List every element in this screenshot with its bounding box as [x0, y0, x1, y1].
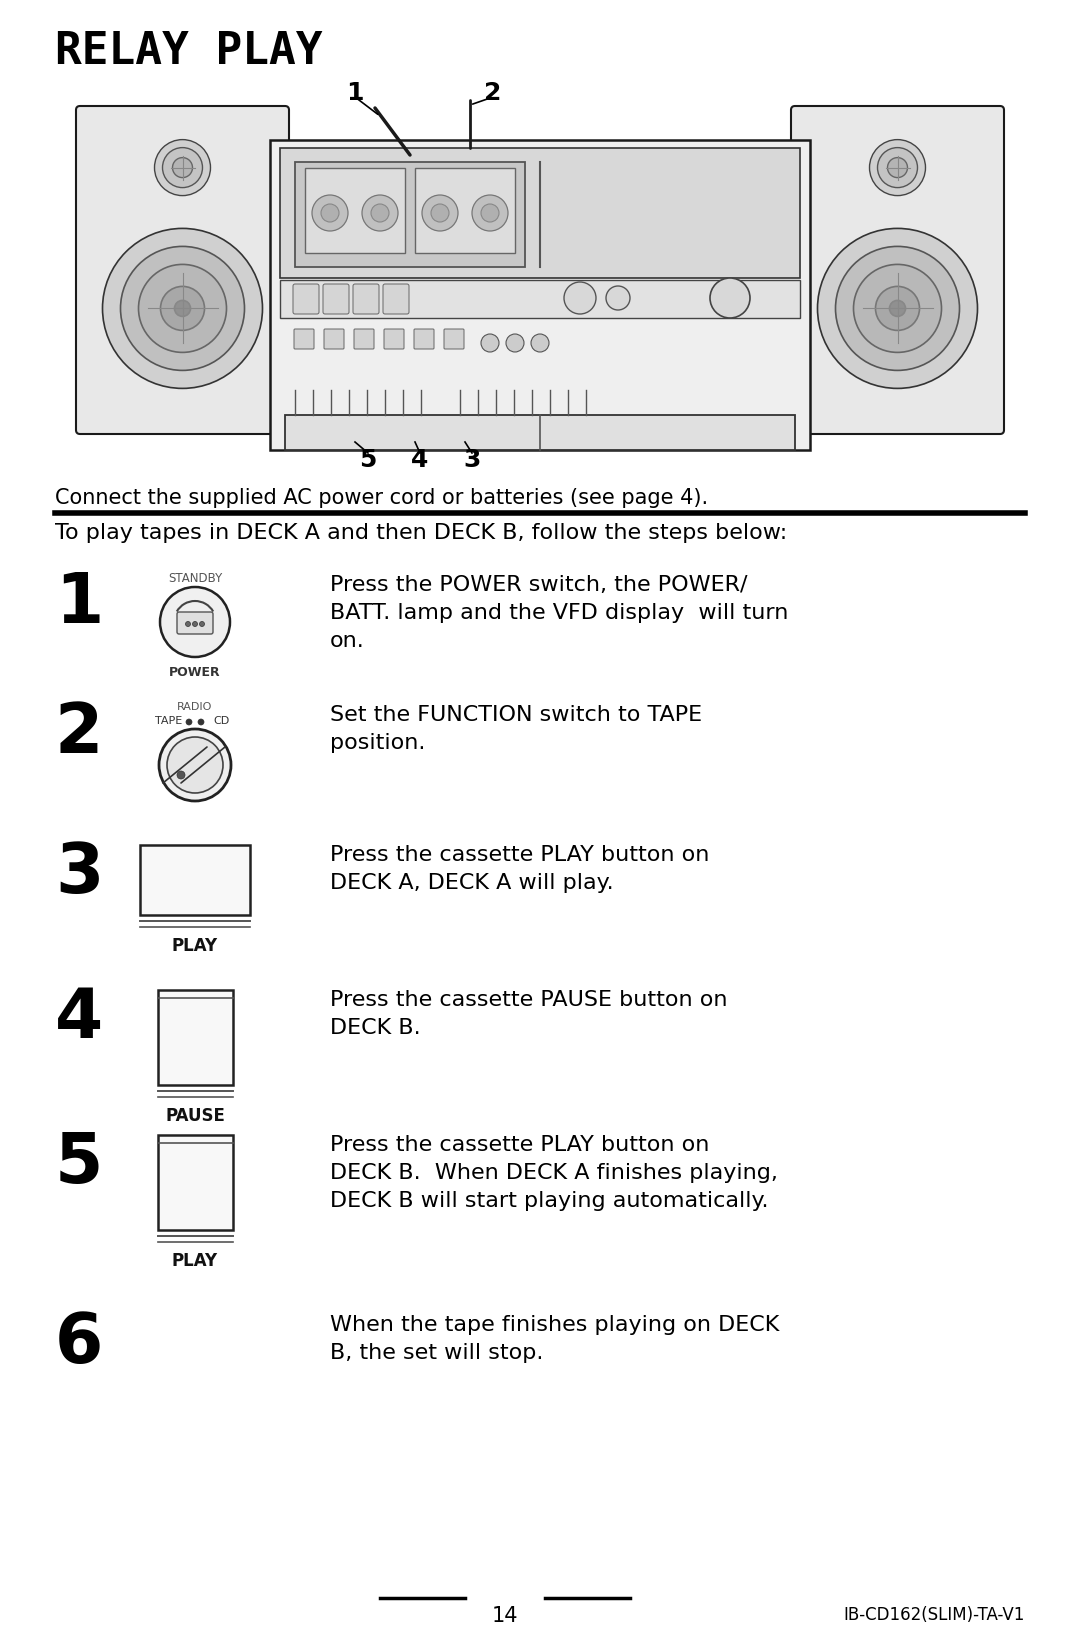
Circle shape	[154, 140, 211, 196]
Circle shape	[175, 301, 190, 316]
Text: 5: 5	[55, 1129, 104, 1197]
Circle shape	[121, 247, 244, 370]
Circle shape	[422, 196, 458, 232]
Circle shape	[876, 286, 919, 330]
FancyBboxPatch shape	[293, 284, 319, 314]
Text: IB-CD162(SLIM)-TA-V1: IB-CD162(SLIM)-TA-V1	[843, 1606, 1025, 1624]
Text: POWER: POWER	[170, 666, 220, 679]
Circle shape	[853, 265, 942, 352]
Circle shape	[481, 204, 499, 222]
FancyBboxPatch shape	[140, 845, 249, 916]
Circle shape	[472, 196, 508, 232]
Circle shape	[103, 229, 262, 388]
FancyBboxPatch shape	[444, 329, 464, 349]
FancyBboxPatch shape	[384, 329, 404, 349]
Circle shape	[362, 196, 399, 232]
Circle shape	[531, 334, 549, 352]
Circle shape	[161, 286, 204, 330]
Circle shape	[818, 229, 977, 388]
Text: 5: 5	[360, 449, 377, 472]
Text: Set the FUNCTION switch to TAPE
position.: Set the FUNCTION switch to TAPE position…	[330, 705, 702, 753]
Text: PLAY: PLAY	[172, 1253, 218, 1271]
FancyBboxPatch shape	[280, 279, 800, 317]
Text: 2: 2	[55, 700, 104, 768]
Circle shape	[836, 247, 959, 370]
Circle shape	[321, 204, 339, 222]
Ellipse shape	[167, 737, 222, 792]
Circle shape	[710, 278, 750, 317]
Circle shape	[372, 204, 389, 222]
Text: Press the cassette PAUSE button on
DECK B.: Press the cassette PAUSE button on DECK …	[330, 990, 728, 1037]
Text: Press the cassette PLAY button on
DECK A, DECK A will play.: Press the cassette PLAY button on DECK A…	[330, 845, 710, 893]
Text: Press the POWER switch, the POWER/
BATT. lamp and the VFD display  will turn
on.: Press the POWER switch, the POWER/ BATT.…	[330, 575, 788, 651]
Circle shape	[186, 718, 192, 725]
Text: RADIO: RADIO	[177, 702, 213, 712]
Circle shape	[198, 718, 204, 725]
Circle shape	[564, 283, 596, 314]
FancyBboxPatch shape	[177, 612, 213, 635]
Circle shape	[160, 587, 230, 658]
Text: STANDBY: STANDBY	[167, 572, 222, 585]
Circle shape	[888, 158, 907, 178]
Text: RELAY PLAY: RELAY PLAY	[55, 30, 323, 72]
FancyBboxPatch shape	[295, 163, 525, 266]
FancyBboxPatch shape	[158, 1134, 233, 1230]
Text: 6: 6	[55, 1310, 104, 1378]
FancyBboxPatch shape	[791, 105, 1004, 434]
Text: 1: 1	[55, 570, 104, 636]
FancyBboxPatch shape	[415, 168, 515, 253]
Circle shape	[200, 621, 204, 626]
Text: When the tape finishes playing on DECK
B, the set will stop.: When the tape finishes playing on DECK B…	[330, 1315, 780, 1363]
Circle shape	[481, 334, 499, 352]
Circle shape	[877, 148, 918, 187]
Text: 4: 4	[55, 985, 104, 1052]
FancyBboxPatch shape	[414, 329, 434, 349]
Text: TAPE: TAPE	[156, 717, 183, 727]
FancyBboxPatch shape	[76, 105, 289, 434]
Circle shape	[869, 140, 926, 196]
Circle shape	[606, 286, 630, 311]
Text: 3: 3	[463, 449, 481, 472]
FancyBboxPatch shape	[158, 990, 233, 1085]
Text: CD: CD	[213, 717, 229, 727]
FancyBboxPatch shape	[305, 168, 405, 253]
Circle shape	[177, 771, 185, 779]
Text: Connect the supplied AC power cord or batteries (see page 4).: Connect the supplied AC power cord or ba…	[55, 488, 708, 508]
Circle shape	[173, 158, 192, 178]
Circle shape	[890, 301, 905, 316]
Circle shape	[192, 621, 198, 626]
Circle shape	[186, 621, 190, 626]
FancyBboxPatch shape	[353, 284, 379, 314]
Circle shape	[162, 148, 203, 187]
Text: To play tapes in DECK A and then DECK B, follow the steps below:: To play tapes in DECK A and then DECK B,…	[55, 523, 787, 543]
FancyBboxPatch shape	[285, 414, 795, 450]
Circle shape	[138, 265, 227, 352]
FancyBboxPatch shape	[324, 329, 345, 349]
Circle shape	[312, 196, 348, 232]
FancyBboxPatch shape	[323, 284, 349, 314]
Text: 2: 2	[484, 81, 502, 105]
FancyBboxPatch shape	[354, 329, 374, 349]
Text: 1: 1	[347, 81, 364, 105]
FancyBboxPatch shape	[383, 284, 409, 314]
Circle shape	[431, 204, 449, 222]
FancyBboxPatch shape	[270, 140, 810, 450]
Text: Press the cassette PLAY button on
DECK B.  When DECK A finishes playing,
DECK B : Press the cassette PLAY button on DECK B…	[330, 1134, 778, 1212]
FancyBboxPatch shape	[280, 148, 800, 278]
Ellipse shape	[159, 728, 231, 801]
Circle shape	[507, 334, 524, 352]
FancyBboxPatch shape	[294, 329, 314, 349]
Text: PAUSE: PAUSE	[165, 1106, 225, 1124]
Text: PLAY: PLAY	[172, 937, 218, 955]
Text: 4: 4	[411, 449, 429, 472]
Text: 14: 14	[491, 1606, 518, 1626]
Text: 3: 3	[55, 840, 104, 907]
